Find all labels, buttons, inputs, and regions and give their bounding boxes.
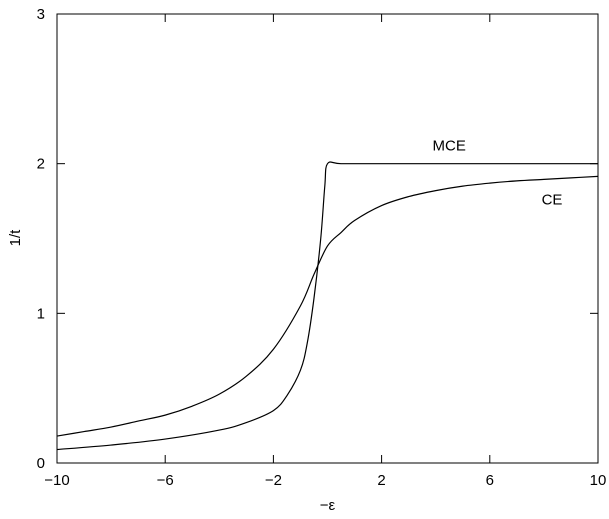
x-tick-label: −6 xyxy=(157,472,174,489)
x-axis-label: −ε xyxy=(320,497,336,514)
series-label-ce: CE xyxy=(542,192,563,209)
y-tick-label: 0 xyxy=(37,455,45,472)
x-tick-label: −10 xyxy=(44,472,69,489)
ticks xyxy=(56,13,599,464)
x-tick-label: 10 xyxy=(590,472,607,489)
x-tick-label: 6 xyxy=(486,472,494,489)
series-labels: MCE CE xyxy=(433,138,563,209)
y-tick-label: 3 xyxy=(37,6,45,23)
series-label-mce: MCE xyxy=(433,138,466,155)
y-tick-label: 1 xyxy=(37,305,45,322)
series-line-ce xyxy=(56,175,599,437)
x-tick-label: −2 xyxy=(265,472,282,489)
x-tick-label: 2 xyxy=(377,472,385,489)
y-axis-label: 1/t xyxy=(7,229,24,247)
series-lines xyxy=(56,161,599,451)
y-tick-label: 2 xyxy=(37,156,45,173)
series-line-mce xyxy=(56,161,598,451)
tick-labels: −10 −6 −2 2 6 10 0 1 2 3 xyxy=(37,6,607,489)
plot-frame xyxy=(56,13,599,464)
